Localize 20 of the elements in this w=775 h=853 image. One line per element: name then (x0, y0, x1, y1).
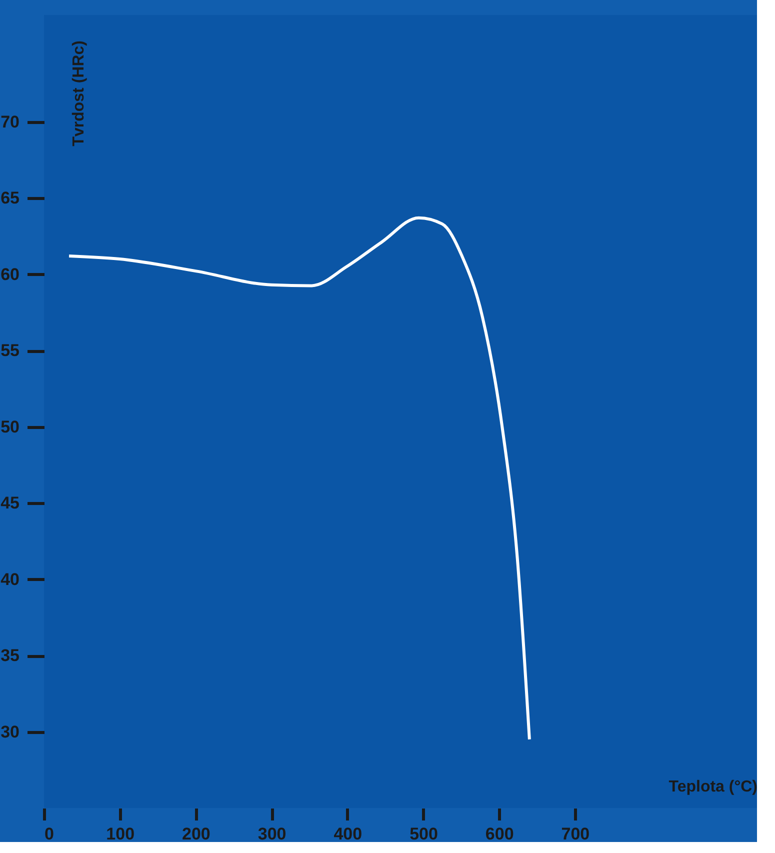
x-tick-label: 100 (106, 824, 135, 844)
x-tick-label: 0 (44, 824, 54, 844)
y-tick-label: 40 (0, 570, 20, 589)
y-tick-label: 35 (0, 646, 20, 665)
y-tick-label: 65 (0, 188, 20, 208)
y-tick-label: 30 (0, 722, 20, 742)
x-axis-title: Teplota (°C) (668, 778, 758, 796)
x-tick-label: 700 (561, 824, 590, 844)
y-tick-label: 45 (0, 494, 20, 512)
x-tick-label: 300 (258, 824, 286, 844)
line-series (68, 216, 531, 741)
y-tick-label: 55 (0, 341, 20, 360)
x-tick-label: 500 (410, 824, 438, 844)
x-tick-label: 600 (485, 824, 514, 844)
y-tick-label: 50 (0, 417, 20, 436)
y-tick-label: 60 (0, 264, 20, 284)
x-tick-label: 200 (182, 824, 210, 844)
x-tick-label: 400 (334, 824, 362, 844)
y-tick-label: 70 (0, 112, 20, 132)
y-axis-title: Tvrdost (HRc) (70, 40, 88, 146)
